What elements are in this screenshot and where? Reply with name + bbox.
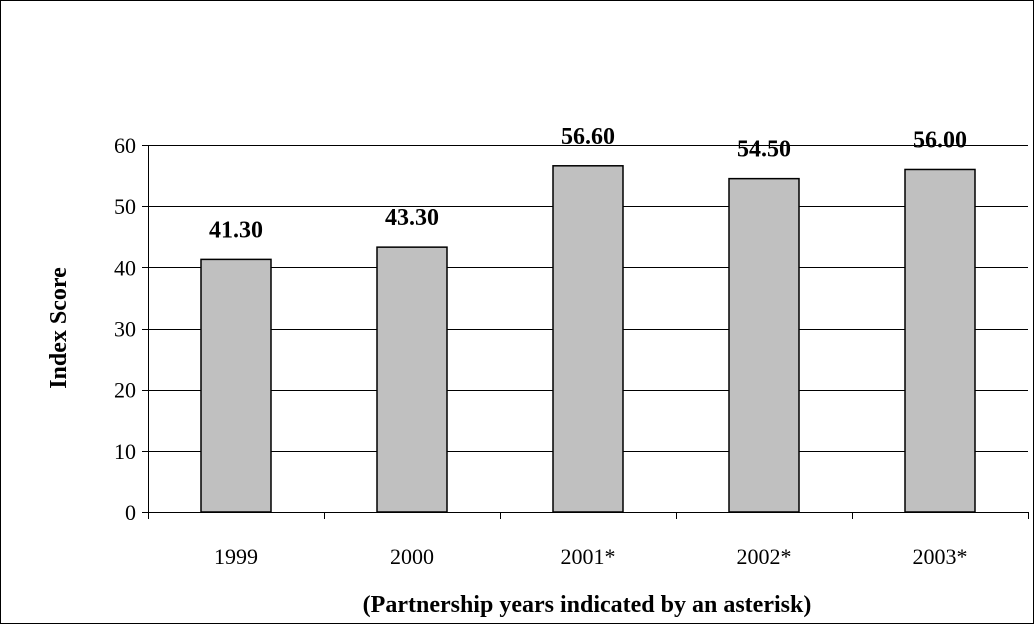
data-label: 56.60 — [561, 124, 615, 150]
bar-2003 — [904, 168, 976, 513]
x-tick-label: 1999 — [214, 544, 258, 569]
x-tick-label: 2002* — [737, 544, 792, 569]
y-tick-label: 20 — [114, 378, 136, 403]
bars — [200, 165, 976, 513]
x-axis-title: (Partnership years indicated by an aster… — [363, 592, 812, 618]
y-tick-label: 50 — [114, 194, 136, 219]
x-tick-label: 2000 — [390, 544, 434, 569]
x-tick-label: 2001* — [561, 544, 616, 569]
y-tick-label: 0 — [125, 500, 136, 525]
y-tick-label: 60 — [114, 133, 136, 158]
bar-2001 — [552, 165, 624, 513]
y-tick-label: 10 — [114, 439, 136, 464]
data-labels: 41.30 43.30 56.60 54.50 56.00 — [209, 124, 967, 244]
y-axis-title: Index Score — [46, 267, 72, 389]
y-tick-label: 40 — [114, 255, 136, 280]
data-label: 56.00 — [913, 127, 967, 153]
data-label: 41.30 — [209, 217, 263, 243]
y-tick-label: 30 — [114, 317, 136, 342]
data-label: 43.30 — [385, 205, 439, 231]
axes — [142, 145, 1029, 519]
bar-1999 — [200, 258, 272, 513]
data-label: 54.50 — [737, 137, 791, 163]
bar-2002 — [728, 177, 800, 513]
x-tick-label: 2003* — [913, 544, 968, 569]
y-tick-labels: 0 10 20 30 40 50 60 — [114, 133, 136, 525]
x-tick-labels: 1999 2000 2001* 2002* 2003* — [214, 544, 968, 569]
bar-2000 — [376, 246, 448, 513]
